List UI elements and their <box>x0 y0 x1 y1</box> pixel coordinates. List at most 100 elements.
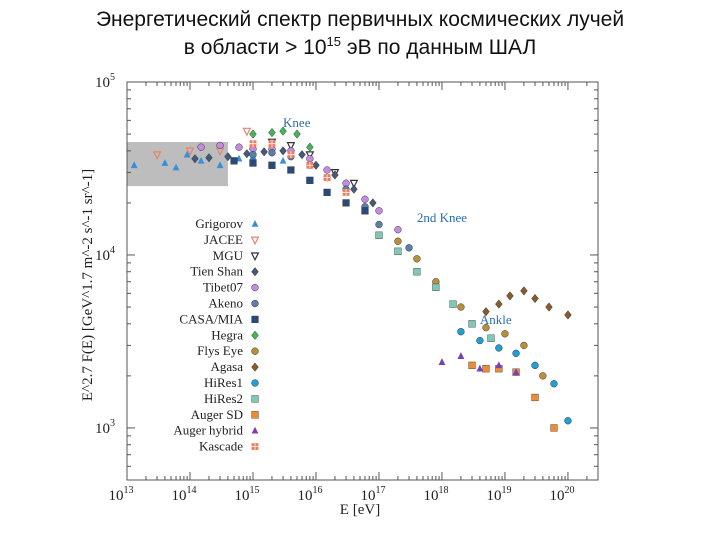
point-auger-sd <box>468 361 476 369</box>
point-agasa <box>545 302 553 312</box>
point-agasa <box>495 299 503 309</box>
point-grigorov <box>130 161 138 169</box>
point-flys-eye <box>539 372 547 380</box>
direct-measurement-band-layer <box>127 141 228 187</box>
point-tibet07 <box>306 155 314 163</box>
point-tibet07 <box>197 143 205 151</box>
point-flys-eye <box>501 330 509 338</box>
legend-label-agasa: Agasa <box>211 359 244 374</box>
point-auger-sd <box>482 365 490 373</box>
point-tibet07 <box>235 143 243 151</box>
x-tick-label: 1019 <box>486 485 511 504</box>
point-tien-shan <box>191 154 199 164</box>
legend-label-kascade: Kascade <box>199 439 243 454</box>
point-agasa <box>531 293 539 304</box>
point-hires2 <box>432 283 440 291</box>
point-hegra <box>293 129 301 139</box>
plot-frame <box>126 81 599 481</box>
legend-marker-kascade <box>251 443 259 450</box>
point-hegra <box>249 129 257 139</box>
legend-label-flys-eye: Flys Eye <box>197 343 243 358</box>
point-tibet07 <box>394 226 402 234</box>
point-casa-mia <box>230 157 238 165</box>
slide-title: Энергетический спектр первичных космичес… <box>0 6 720 62</box>
point-kascade <box>249 140 257 148</box>
direct-measurement-band <box>127 141 228 187</box>
point-hires1 <box>476 336 484 345</box>
point-grigorov <box>197 156 205 164</box>
point-auger-sd <box>531 393 539 402</box>
title-line-2: в области > 1015 эВ по данным ШАЛ <box>0 34 720 62</box>
point-hegra <box>279 126 287 136</box>
point-hires2 <box>468 320 476 328</box>
y-axis-title: E^2.7 F(E) [GeV^1.7 m^-2 s^-1 sr^-1] <box>80 169 96 401</box>
y-tick-label: 105 <box>95 72 115 91</box>
point-akeno <box>405 244 413 252</box>
point-auger-hybrid <box>495 361 503 369</box>
x-tick-label: 1014 <box>171 485 196 504</box>
point-casa-mia <box>306 176 314 184</box>
point-tien-shan <box>205 153 213 163</box>
point-jacee <box>242 127 252 137</box>
legend-label-casa-mia: CASA/MIA <box>179 311 243 326</box>
point-tien-shan <box>260 147 268 157</box>
legend-marker-flys-eye <box>251 347 259 355</box>
x-tick-label: 1020 <box>549 485 574 504</box>
point-hires1 <box>457 328 465 336</box>
point-hires1 <box>564 417 572 425</box>
annotation-ankle: Ankle <box>480 312 512 327</box>
point-grigorov <box>172 163 180 171</box>
point-agasa <box>482 307 490 317</box>
point-tien-shan <box>243 149 251 159</box>
legend-marker-jacee <box>250 236 260 246</box>
point-flys-eye <box>413 255 421 263</box>
legend-marker-mgu <box>250 252 260 262</box>
point-tibet07 <box>375 207 383 215</box>
x-tick-label: 1016 <box>297 485 322 504</box>
point-tien-shan <box>312 160 320 170</box>
point-hires2 <box>413 268 421 276</box>
point-grigorov <box>216 161 224 169</box>
point-akeno <box>249 151 257 159</box>
legend-label-tibet07: Tibet07 <box>203 280 243 295</box>
point-tibet07 <box>361 195 369 203</box>
point-mgu <box>286 141 296 151</box>
point-kascade <box>306 161 314 169</box>
legend-label-auger-sd: Auger SD <box>191 407 243 422</box>
x-tick-label: 1018 <box>423 485 448 504</box>
point-casa-mia <box>268 161 276 169</box>
legend-label-grigorov: Grigorov <box>195 216 243 231</box>
point-grigorov <box>161 159 169 166</box>
point-akeno <box>268 149 276 157</box>
legend-label-auger-hybrid: Auger hybrid <box>173 423 243 438</box>
legend-label-hegra: Hegra <box>211 327 243 342</box>
point-hegra <box>306 142 314 152</box>
point-agasa <box>520 286 528 296</box>
x-tick-label: 1015 <box>234 485 259 504</box>
point-hires1 <box>495 344 503 352</box>
point-auger-sd <box>550 424 558 432</box>
point-flys-eye <box>482 323 490 332</box>
point-jacee <box>152 151 162 161</box>
legend-marker-tien-shan <box>251 267 259 277</box>
annotations-layer: Knee 2nd Knee Ankle <box>283 115 512 327</box>
point-kascade <box>287 151 295 159</box>
point-grigorov <box>279 156 287 164</box>
point-auger-hybrid <box>438 358 446 365</box>
legend-label-mgu: MGU <box>213 248 244 263</box>
title-line-2-pre: в области > 10 <box>183 36 327 59</box>
point-grigorov <box>183 150 191 158</box>
point-auger-hybrid <box>512 368 520 375</box>
x-axis-title: E [eV] <box>340 502 380 518</box>
point-hegra <box>268 127 276 138</box>
legend-label-hires2: HiRes2 <box>204 391 243 406</box>
legend-label-akeno: Akeno <box>208 296 243 311</box>
point-tien-shan <box>350 184 358 194</box>
title-line-2-post: эВ по данным ШАЛ <box>341 36 537 59</box>
title-line-1: Энергетический спектр первичных космичес… <box>95 8 625 31</box>
legend-label-hires1: HiRes1 <box>204 375 243 390</box>
legend-marker-akeno <box>251 299 259 308</box>
point-hires2 <box>449 300 457 308</box>
legend-marker-hegra <box>251 330 259 340</box>
